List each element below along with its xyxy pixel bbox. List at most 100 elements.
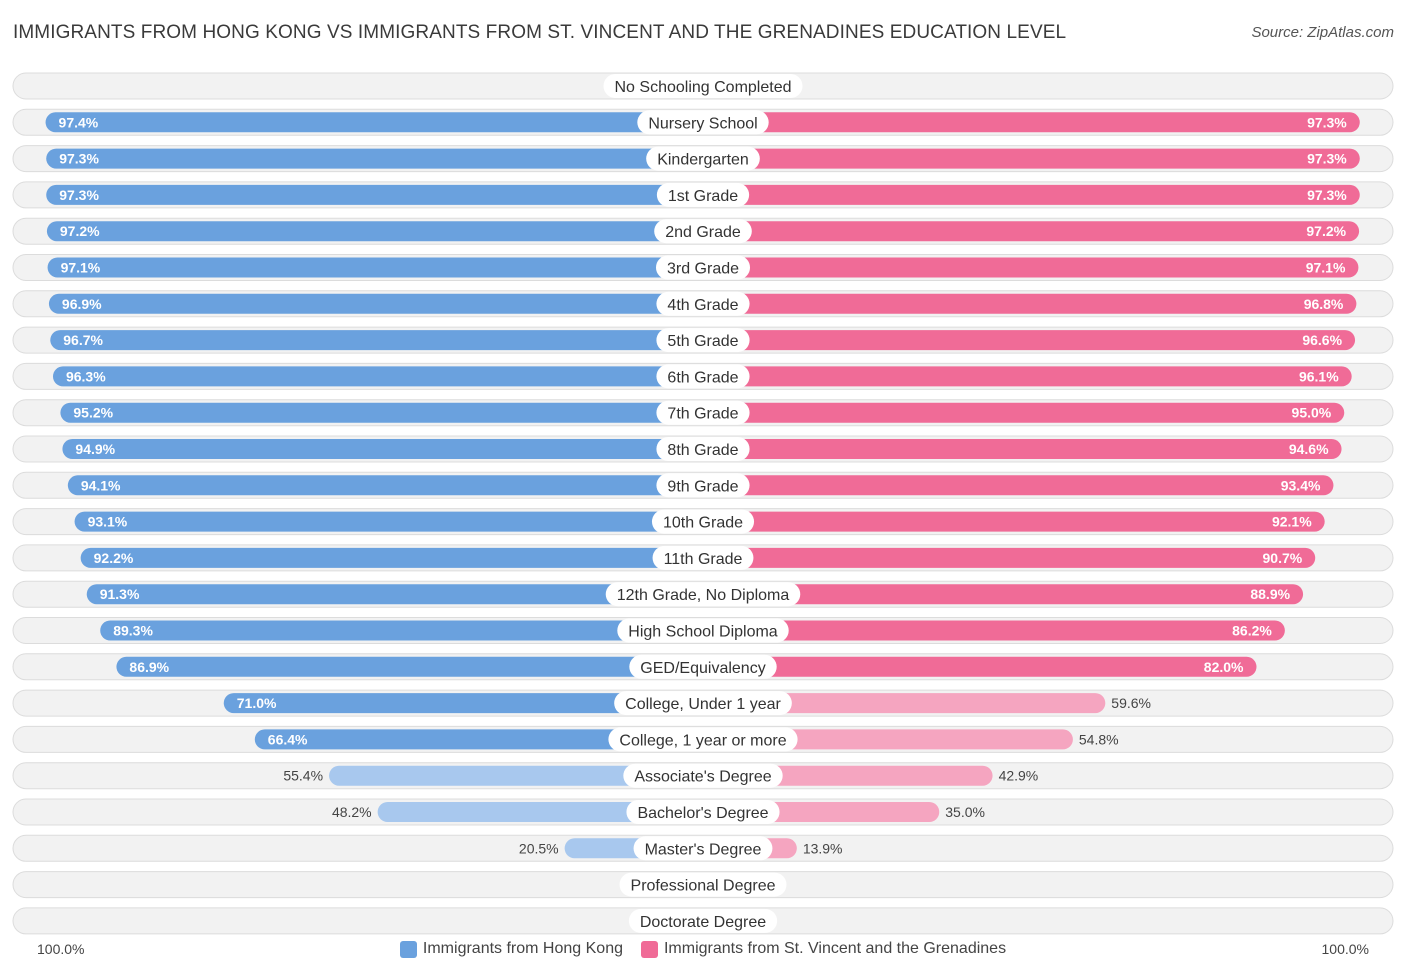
value-label-hong-kong: 95.2% <box>73 405 113 421</box>
value-label-st-vincent: 95.0% <box>1292 405 1332 421</box>
category-pill <box>656 291 750 316</box>
value-label-hong-kong: 96.7% <box>63 332 103 348</box>
value-label-hong-kong: 66.4% <box>268 731 308 747</box>
bar-st-vincent <box>703 402 1345 423</box>
bar-st-vincent <box>703 656 1257 677</box>
bar-hong-kong <box>329 765 703 786</box>
value-label-hong-kong: 97.2% <box>60 223 100 239</box>
category-pill <box>656 400 750 425</box>
value-label-st-vincent: 96.1% <box>1299 368 1339 384</box>
value-label-st-vincent: 42.9% <box>999 768 1039 784</box>
value-label-hong-kong: 86.9% <box>129 659 169 675</box>
row-6th-grade: 96.3% 96.1% 6th Grade <box>12 362 1394 390</box>
category-pill <box>637 110 769 135</box>
row-3rd-grade: 97.1% 97.1% 3rd Grade <box>12 254 1394 281</box>
bar-st-vincent <box>703 547 1316 568</box>
value-label-st-vincent: 97.3% <box>1307 114 1347 130</box>
category-pill <box>656 473 750 498</box>
category-label: Kindergarten <box>657 152 749 169</box>
legend-swatch-hong-kong <box>399 940 417 958</box>
bar-hong-kong <box>116 656 704 677</box>
bar-hong-kong <box>80 547 703 568</box>
category-pill <box>655 255 751 280</box>
value-label-st-vincent: 96.6% <box>1302 332 1342 348</box>
value-label-st-vincent: 82.0% <box>1204 659 1244 675</box>
bar-hong-kong <box>377 802 703 822</box>
row-high-school-diploma: 89.3% 86.2% High School Diploma <box>12 617 1394 644</box>
category-pill <box>626 800 780 824</box>
legend-item-st-vincent[interactable]: Immigrants from St. Vincent and the Gren… <box>640 940 1007 958</box>
bar-st-vincent <box>703 475 1334 496</box>
row-master-s-degree: 20.5% 13.9% Master's Degree <box>12 834 1394 862</box>
row-5th-grade: 96.7% 96.6% 5th Grade <box>12 326 1394 354</box>
row-associate-s-degree: 55.4% 42.9% Associate's Degree <box>12 762 1394 790</box>
bar-st-vincent <box>703 330 1356 351</box>
category-pill <box>629 654 777 679</box>
value-label-hong-kong: 71.0% <box>237 695 277 711</box>
category-label: Nursery School <box>648 115 757 132</box>
value-label-st-vincent: 35.0% <box>945 804 985 820</box>
value-label-st-vincent: 88.9% <box>1250 586 1290 602</box>
bar-st-vincent <box>703 221 1360 242</box>
axis-left-label: 100.0% <box>37 941 85 957</box>
bar-hong-kong <box>254 729 704 750</box>
value-label-hong-kong: 97.1% <box>61 260 101 276</box>
value-label-st-vincent: 93.4% <box>1281 477 1321 493</box>
value-label-st-vincent: 59.6% <box>1111 695 1151 711</box>
bar-st-vincent <box>703 693 1106 714</box>
legend-label-st-vincent: Immigrants from St. Vincent and the Gren… <box>663 940 1007 957</box>
category-label: 6th Grade <box>667 369 738 386</box>
row-kindergarten: 97.3% 97.3% Kindergarten <box>12 145 1394 173</box>
value-label-hong-kong: 89.3% <box>113 623 153 639</box>
value-label-st-vincent: 54.8% <box>1079 731 1119 747</box>
value-label-st-vincent: 97.1% <box>1306 260 1346 276</box>
category-label: 5th Grade <box>667 333 738 350</box>
value-label-hong-kong: 94.9% <box>75 441 115 457</box>
bar-hong-kong <box>86 584 704 605</box>
bar-st-vincent <box>703 584 1304 605</box>
bar-st-vincent <box>703 112 1360 133</box>
value-label-hong-kong: 97.4% <box>59 114 99 130</box>
category-label: Professional Degree <box>631 878 776 895</box>
category-label: High School Diploma <box>628 624 778 641</box>
legend-item-hong-kong[interactable]: Immigrants from Hong Kong <box>399 940 623 958</box>
category-label: 12th Grade, No Diploma <box>617 587 790 604</box>
value-label-hong-kong: 93.1% <box>88 514 128 530</box>
category-pill <box>628 908 778 933</box>
bar-hong-kong <box>67 475 703 496</box>
bar-st-vincent <box>703 366 1352 387</box>
row-2nd-grade: 97.2% 97.2% 2nd Grade <box>12 217 1394 245</box>
bar-hong-kong <box>45 112 704 133</box>
row-4th-grade: 96.9% 96.8% 4th Grade <box>12 290 1394 318</box>
category-pill <box>656 437 750 461</box>
value-label-hong-kong: 94.1% <box>81 477 121 493</box>
bar-hong-kong <box>46 221 703 242</box>
bar-st-vincent <box>703 148 1360 169</box>
bar-st-vincent <box>703 293 1357 314</box>
row-no-schooling-completed: 2.7%2.7%No Schooling Completed <box>12 72 1394 100</box>
legend-swatch-st-vincent <box>640 940 658 958</box>
row-10th-grade: 93.1% 92.1% 10th Grade <box>12 508 1394 536</box>
source-label: Source: ZipAtlas.com <box>1251 24 1394 41</box>
value-label-st-vincent: 90.7% <box>1263 550 1303 566</box>
category-label: No Schooling Completed <box>615 79 792 96</box>
bar-hong-kong <box>46 148 704 169</box>
bar-hong-kong <box>74 511 703 532</box>
category-label: Bachelor's Degree <box>637 805 768 822</box>
bar-hong-kong <box>62 439 704 459</box>
value-label-st-vincent: 97.2% <box>1306 223 1346 239</box>
value-label-st-vincent: 96.8% <box>1304 296 1344 312</box>
category-label: 9th Grade <box>667 478 738 495</box>
bar-hong-kong <box>60 402 703 423</box>
value-label-st-vincent: 97.3% <box>1307 187 1347 203</box>
category-pill <box>605 582 801 607</box>
category-label: Doctorate Degree <box>640 914 766 931</box>
category-pill <box>617 618 789 643</box>
value-label-st-vincent: 13.9% <box>803 840 843 856</box>
row-9th-grade: 94.1% 93.4% 9th Grade <box>12 471 1394 499</box>
value-label-st-vincent: 86.2% <box>1232 623 1272 639</box>
value-label-hong-kong: 97.3% <box>59 151 99 167</box>
value-label-st-vincent: 92.1% <box>1272 514 1312 530</box>
value-label-hong-kong: 96.3% <box>66 368 106 384</box>
category-label: GED/Equivalency <box>640 660 765 677</box>
